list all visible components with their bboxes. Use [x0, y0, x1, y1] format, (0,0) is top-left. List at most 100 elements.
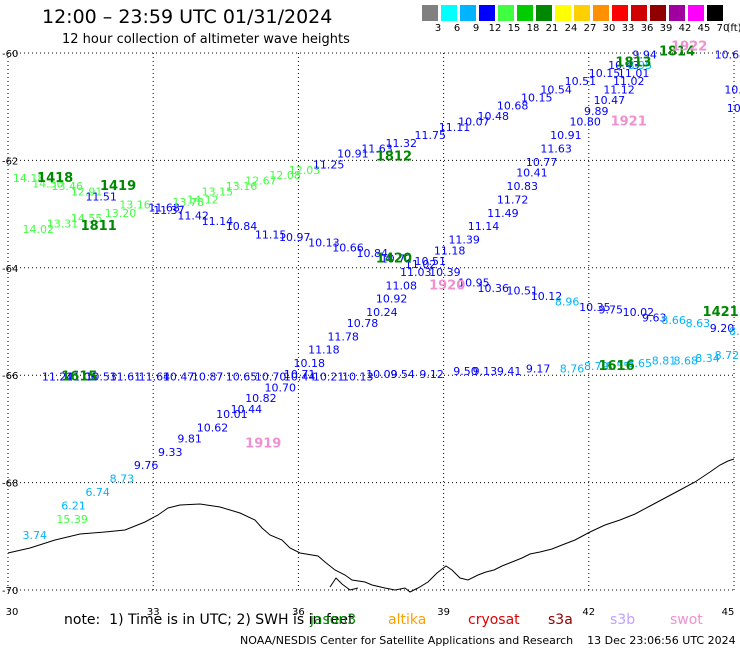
y-tick-label: -68 [2, 479, 18, 490]
y-tick-label: -70 [2, 586, 18, 597]
wave-height-value: 10.51 [507, 285, 539, 298]
pass-label: 1615 [61, 370, 97, 385]
wave-height-value: 10.13 [342, 371, 374, 384]
wave-height-value: 10.91 [337, 148, 369, 161]
wave-height-value: 8.96 [555, 295, 580, 308]
wave-height-value: 10.39 [429, 266, 461, 279]
wave-height-value: 11.78 [327, 330, 359, 343]
wave-height-value: 10.80 [569, 115, 601, 128]
legend-swatch [631, 5, 647, 21]
wave-height-value: 9.33 [158, 446, 183, 459]
legend-swatch [479, 5, 495, 21]
wave-height-value: 13.78 [173, 196, 205, 209]
footer-note: note: 1) Time is in UTC; 2) SWH is in fe… [64, 612, 354, 628]
legend-label: 9 [472, 23, 480, 34]
wave-height-value: 14.18 [13, 172, 45, 185]
satellite-s3a: s3a [548, 612, 573, 628]
wave-height-value: 6.21 [61, 499, 86, 512]
wave-height-value: 10.66 [332, 242, 364, 255]
wave-height-value: 11.24 [42, 371, 74, 384]
legend-swatch [669, 5, 685, 21]
legend-label: 36 [640, 23, 654, 34]
pass-label: 1813 [615, 55, 651, 70]
wave-height-value: 10.53 [85, 371, 117, 384]
wave-height-value: 10.07 [458, 115, 490, 128]
wave-height-value: 9.50 [453, 365, 478, 378]
legend-label: 24 [564, 23, 578, 34]
legend-label: 21 [545, 23, 559, 34]
wave-height-value: 10.02 [623, 306, 655, 319]
altimeter-tracks: 14.1814.5013.4612.9111.5113.1611.6813.78… [13, 48, 740, 542]
wave-height-value: 11.63 [540, 142, 572, 155]
wave-height-value: 11.02 [405, 258, 437, 271]
wave-height-value: 9.17 [526, 363, 551, 376]
pass-label: 1922 [671, 39, 707, 54]
wave-height-value: 10.65 [226, 371, 257, 384]
wave-height-value: 8.81 [652, 354, 677, 367]
wave-height-value: 10.15 [589, 67, 621, 80]
legend-label: 70 [716, 23, 730, 34]
wave-height-value: 15.39 [56, 513, 88, 526]
legend-swatch [593, 5, 609, 21]
legend-label: 3 [434, 23, 442, 34]
wave-height-value: 10.12 [531, 290, 563, 303]
wave-height-value: 10.62 [197, 422, 229, 435]
wave-height-value: 9.89 [584, 105, 609, 118]
map-subtitle: 12 hour collection of altimeter wave hei… [62, 32, 350, 47]
axis-ticks: 30 33 36 39 42 45 -60 -62 -64 -66 -68 -70 [2, 49, 734, 618]
wave-height-value: 11.68 [148, 201, 180, 214]
pass-label: 1919 [245, 437, 281, 452]
wave-height-value: 10.51 [415, 255, 447, 268]
legend-swatch [517, 5, 533, 21]
legend-swatch [555, 5, 571, 21]
legend-label: 39 [659, 23, 673, 34]
satellite-swot: swot [670, 612, 703, 628]
wave-height-value: 11.02 [613, 75, 645, 88]
wave-height-value: 10.70 [265, 381, 297, 394]
pass-label: 1920 [429, 278, 465, 293]
wave-height-value: 11.25 [313, 158, 345, 171]
legend-label: 18 [526, 23, 540, 34]
wave-height-value: 10.70 [255, 371, 287, 384]
legend-label: 33 [621, 23, 635, 34]
wave-height-value: 9.94 [632, 48, 657, 61]
satellite-altika: altika [388, 612, 427, 628]
wave-height-value: 11.12 [603, 83, 635, 96]
wave-height-value: 9.13 [473, 365, 498, 378]
wave-height-value: 8.76 [560, 363, 585, 376]
wave-height-value: 11.72 [497, 193, 528, 206]
wave-height-value: 10.15 [521, 91, 553, 104]
pass-label: 1921 [611, 114, 647, 129]
wave-height-value: 11.18 [308, 344, 340, 357]
wave-height-value: 12.91 [71, 185, 103, 198]
wave-height-value: 10.84 [356, 247, 388, 260]
wave-height-value: 12.03 [289, 164, 321, 177]
wave-height-value: 9.41 [497, 365, 521, 378]
wave-height-value: 10.48 [477, 110, 509, 123]
wave-height-value: 10.97 [279, 231, 311, 244]
pass-label: 1814 [659, 45, 695, 60]
satellite-jason3: jason3 [310, 612, 357, 628]
wave-height-value: 10.87 [192, 371, 224, 384]
wave-height-value: 10. [727, 102, 740, 115]
wave-height-value: 10.95 [458, 277, 490, 290]
wave-height-value: 8.72 [715, 349, 740, 362]
wave-height-value: 11.18 [434, 244, 466, 257]
wave-height-value: 10.41 [516, 167, 548, 180]
wave-height-value: 11.06 [66, 371, 98, 384]
credit-line: NOAA/NESDIS Center for Satellite Applica… [240, 634, 736, 647]
x-tick-label: 36 [292, 607, 305, 618]
wave-height-value: 12.67 [245, 175, 277, 188]
track-green-upper: 14.1814.5013.4612.9111.5113.1611.6813.78… [13, 48, 740, 214]
wave-height-value: 8.34 [695, 352, 720, 365]
legend-swatch [688, 5, 704, 21]
wave-height-value: 10.83 [507, 180, 539, 193]
x-tick-label: 39 [437, 607, 450, 618]
wave-height-value: 9.75 [598, 303, 623, 316]
wave-height-value: 10.82 [245, 392, 277, 405]
wave-height-value: 13.16 [119, 199, 151, 212]
legend-swatch [612, 5, 628, 21]
